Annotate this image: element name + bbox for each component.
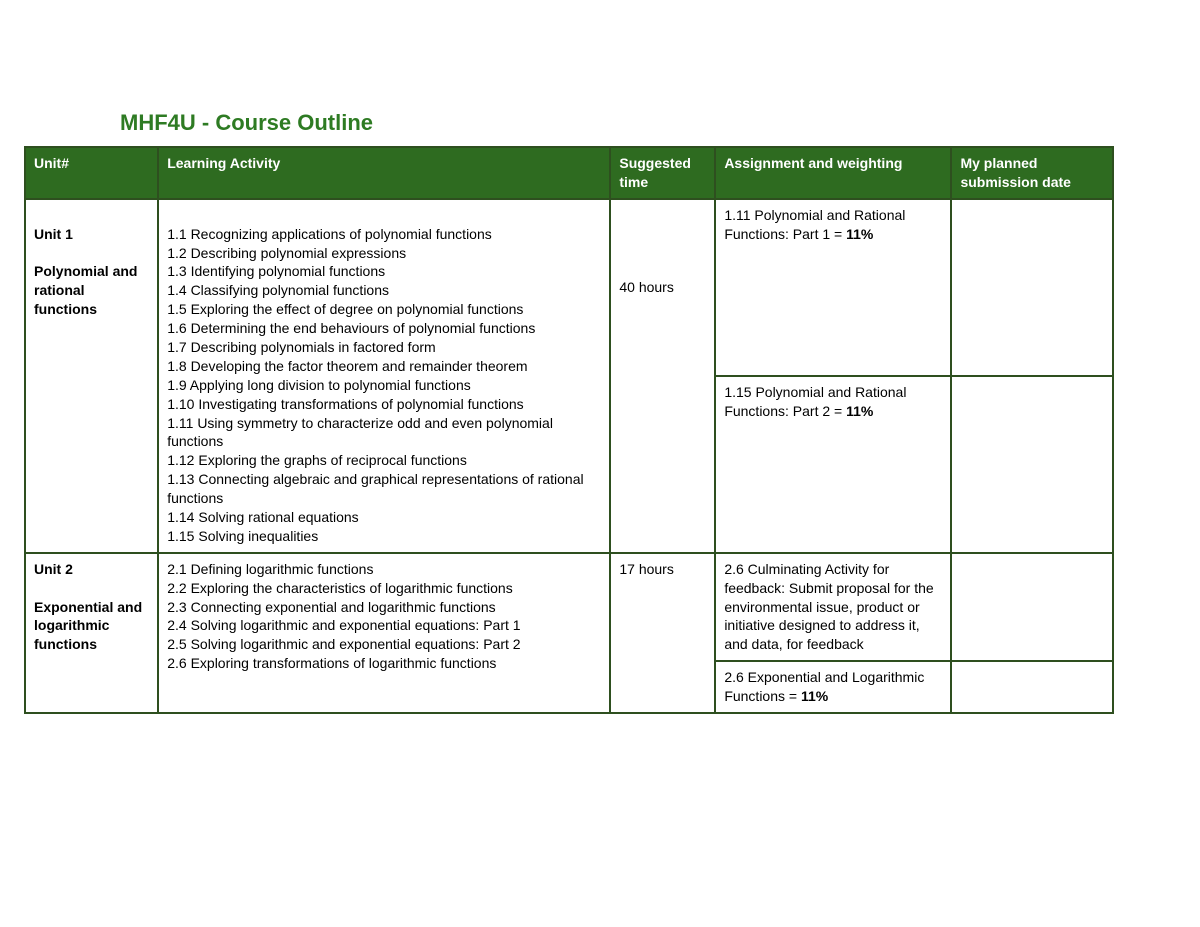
col-date: My planned submission date: [951, 147, 1113, 199]
activity-line: 1.14 Solving rational equations: [167, 508, 601, 527]
unit1-assn2-weight: 11%: [846, 403, 873, 419]
activity-line: 1.1 Recognizing applications of polynomi…: [167, 225, 601, 244]
unit1-assn2: 1.15 Polynomial and Rational Functions: …: [715, 376, 951, 553]
unit1-assn1-text: 1.11 Polynomial and Rational Functions: …: [724, 207, 905, 242]
unit2-name-cell: Unit 2 Exponential and logarithmic funct…: [25, 553, 158, 713]
unit2-assn1-text: 2.6 Culminating Activity for feedback: S…: [724, 561, 933, 653]
unit1-activities-cell: 1.1 Recognizing applications of polynomi…: [158, 199, 610, 553]
unit1-assn1-weight: 11%: [846, 226, 873, 242]
unit1-heading: Unit 1: [34, 226, 73, 242]
table-header-row: Unit# Learning Activity Suggested time A…: [25, 147, 1113, 199]
unit2-date1[interactable]: [951, 553, 1113, 661]
activity-line: 2.3 Connecting exponential and logarithm…: [167, 598, 601, 617]
unit2-assn1: 2.6 Culminating Activity for feedback: S…: [715, 553, 951, 661]
activity-line: 1.12 Exploring the graphs of reciprocal …: [167, 451, 601, 470]
activity-line: 1.8 Developing the factor theorem and re…: [167, 357, 601, 376]
activity-line: 1.5 Exploring the effect of degree on po…: [167, 300, 601, 319]
unit2-time: 17 hours: [610, 553, 715, 713]
unit2-time-value: 17 hours: [619, 561, 673, 577]
unit1-time: 40 hours: [610, 199, 715, 553]
unit2-assn2-weight: 11%: [801, 688, 828, 704]
unit1-date2[interactable]: [951, 376, 1113, 553]
activity-line: 2.2 Exploring the characteristics of log…: [167, 579, 601, 598]
activity-line: 1.15 Solving inequalities: [167, 527, 601, 546]
col-unit: Unit#: [25, 147, 158, 199]
unit2-subheading: Exponential and logarithmic functions: [34, 599, 142, 653]
course-outline-table: Unit# Learning Activity Suggested time A…: [24, 146, 1114, 714]
unit1-row: Unit 1 Polynomial and rational functions…: [25, 199, 1113, 376]
activity-line: 1.7 Describing polynomials in factored f…: [167, 338, 601, 357]
activity-line: 1.13 Connecting algebraic and graphical …: [167, 470, 601, 508]
activity-line: 2.5 Solving logarithmic and exponential …: [167, 635, 601, 654]
activity-line: 1.2 Describing polynomial expressions: [167, 244, 601, 263]
col-time: Suggested time: [610, 147, 715, 199]
activity-line: 1.4 Classifying polynomial functions: [167, 281, 601, 300]
unit2-activities-cell: 2.1 Defining logarithmic functions 2.2 E…: [158, 553, 610, 713]
activity-line: 1.6 Determining the end behaviours of po…: [167, 319, 601, 338]
page: MHF4U - Course Outline Unit# Learning Ac…: [0, 0, 1200, 734]
unit1-assn1: 1.11 Polynomial and Rational Functions: …: [715, 199, 951, 376]
col-assignment: Assignment and weighting: [715, 147, 951, 199]
unit1-subheading: Polynomial and rational functions: [34, 263, 137, 317]
unit2-row: Unit 2 Exponential and logarithmic funct…: [25, 553, 1113, 661]
activity-line: 1.11 Using symmetry to characterize odd …: [167, 414, 601, 452]
unit1-name-cell: Unit 1 Polynomial and rational functions: [25, 199, 158, 553]
activity-line: 1.10 Investigating transformations of po…: [167, 395, 601, 414]
activity-line: 2.1 Defining logarithmic functions: [167, 560, 601, 579]
unit2-assn2: 2.6 Exponential and Logarithmic Function…: [715, 661, 951, 713]
unit2-heading: Unit 2: [34, 561, 73, 577]
activity-line: 2.4 Solving logarithmic and exponential …: [167, 616, 601, 635]
activity-line: 1.3 Identifying polynomial functions: [167, 262, 601, 281]
unit2-date2[interactable]: [951, 661, 1113, 713]
unit1-time-value: 40 hours: [619, 279, 673, 295]
unit1-assn2-text: 1.15 Polynomial and Rational Functions: …: [724, 384, 906, 419]
page-title: MHF4U - Course Outline: [120, 110, 1180, 136]
activity-line: 1.9 Applying long division to polynomial…: [167, 376, 601, 395]
col-activity: Learning Activity: [158, 147, 610, 199]
activity-line: 2.6 Exploring transformations of logarit…: [167, 654, 601, 673]
unit1-date1[interactable]: [951, 199, 1113, 376]
